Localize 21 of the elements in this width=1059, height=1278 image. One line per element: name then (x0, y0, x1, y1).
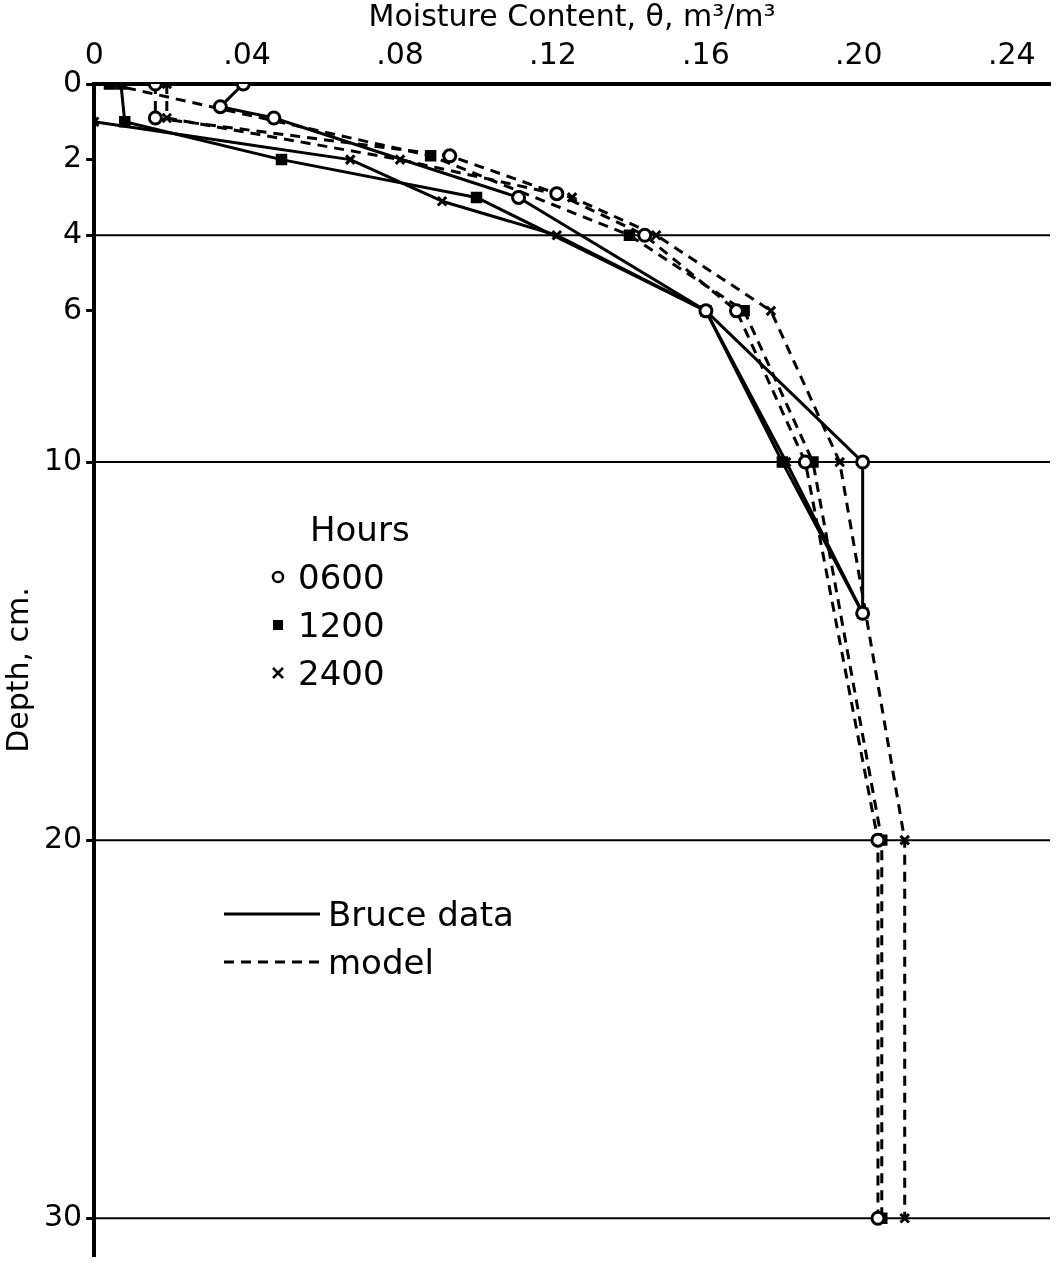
legend-label: 1200 (298, 604, 385, 647)
y-tick-label: 6 (63, 290, 83, 326)
y-tick-label: 0 (63, 63, 83, 99)
x-tick-label: .04 (223, 35, 271, 71)
y-axis-title: Depth, cm. (0, 587, 35, 753)
y-tick-label: 20 (43, 819, 83, 855)
y-tick-label: 10 (43, 441, 83, 477)
annotation: Bruce data (328, 893, 514, 936)
annotation: model (328, 941, 434, 984)
legend-label: 0600 (298, 556, 385, 599)
legend-title: Hours (310, 508, 410, 551)
x-tick-label: .20 (834, 35, 883, 71)
y-tick-label: 4 (63, 215, 83, 251)
x-tick-label: .24 (987, 35, 1036, 71)
x-axis-title: Moisture Content, θ, m³/m³ (368, 0, 776, 33)
x-tick-label: .08 (376, 35, 424, 71)
x-tick-label: .16 (682, 35, 730, 71)
y-tick-label: 2 (63, 139, 83, 175)
legend-label: 2400 (298, 652, 385, 695)
y-tick-label: 30 (43, 1197, 83, 1233)
x-tick-label: .12 (529, 35, 577, 71)
